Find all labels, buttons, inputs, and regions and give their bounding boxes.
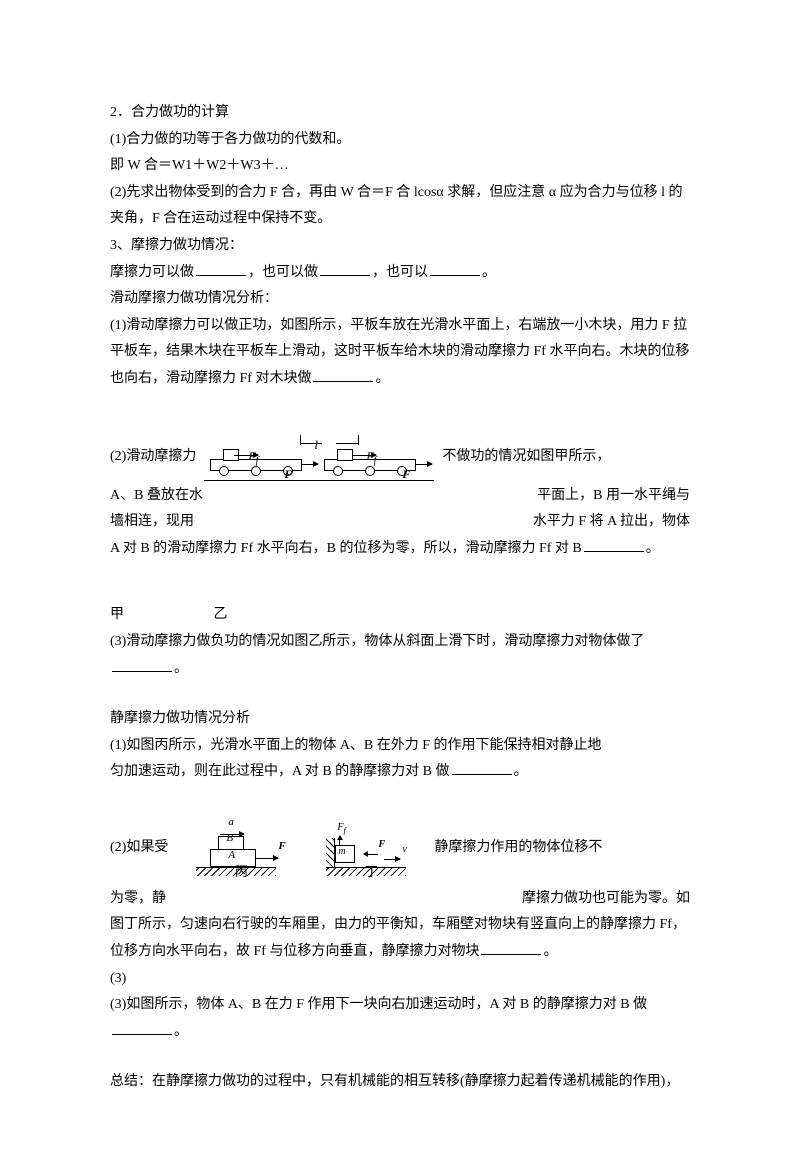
text: (1)滑动摩擦力可以做正功，如图所示，平板车放在光滑水平面上，右端放一小木块，用… (110, 318, 689, 386)
block-icon (337, 449, 353, 461)
static2-row2: 为零，静 摩擦力做功也可能为零。如 (110, 886, 690, 913)
text: A、B 叠放在水 (110, 483, 203, 510)
slide-title: 滑动摩擦力做功情况分析： (110, 286, 690, 313)
v-label: v (402, 840, 406, 859)
figure-cart: l Ff Ff F F (204, 433, 434, 483)
text: 水平力 F 将 A 拉出，物体 (533, 509, 690, 536)
text: (3)滑动摩擦力做负功的情况如图乙所示，物体从斜面上滑下时，滑动摩擦力对物体做了 (110, 634, 644, 649)
ff-label: Ff (248, 445, 258, 470)
text: ，也可以 (372, 265, 428, 280)
text: 摩擦力可以做 (110, 265, 194, 280)
text: (2)滑动摩擦力 (110, 444, 196, 471)
slide2-row2: A、B 叠放在水 平面上，B 用一水平绳与 (110, 483, 690, 510)
summary: 总结：在静摩擦力做功的过程中，只有机械能的相互转移(静摩擦力起着传递机械能的作用… (110, 1069, 690, 1096)
static-1-l2: 匀加速运动，则在此过程中，A 对 B 的静摩擦力对 B 做 。 (110, 759, 690, 786)
fig-bing: a B A F 丙 (186, 824, 296, 879)
text: 不做功的情况如图甲所示， (442, 444, 610, 471)
h2-line3: (2)先求出物体受到的合力 F 合，再由 W 合＝F 合 lcosα 求解，但应… (110, 180, 690, 233)
static2-row3: 图丁所示，匀速向右行驶的车厢里，由力的平衡知，车厢壁对物块有竖直向上的静摩擦力 … (110, 912, 690, 965)
static-1-l1: (1)如图丙所示，光滑水平面上的物体 A、B 在外力 F 的作用下能保持相对静止… (110, 733, 690, 760)
friction-can-line: 摩擦力可以做 ，也可以做 ，也可以 。 (110, 260, 690, 287)
spacer (110, 682, 690, 706)
text: A 对 B 的滑动摩擦力 Ff 水平向右，B 的位移为零，所以，滑动摩擦力 Ff… (110, 541, 582, 556)
h2-line2: 即 W 合＝W1＋W2＋W3＋… (110, 153, 690, 180)
ff-label: Ff (337, 818, 345, 839)
m-label: m (338, 842, 345, 861)
text: 。 (482, 265, 496, 280)
fig-ding: Ff m F v 丁 (316, 824, 426, 879)
text: 为零，静 (110, 886, 166, 913)
spacer (110, 1045, 690, 1069)
blank (430, 261, 480, 276)
static-3-num: (3) (110, 966, 690, 993)
f-label: F (278, 836, 285, 857)
arrow-icon (364, 854, 378, 855)
slide-1: (1)滑动摩擦力可以做正功，如图所示，平板车放在光滑水平面上，右端放一小木块，用… (110, 313, 690, 393)
f-label: F (284, 463, 292, 486)
text: 图丁所示，匀速向右行驶的车厢里，由力的平衡知，车厢壁对物块有竖直向上的静摩擦力 … (110, 917, 686, 959)
slide-3-blank: 。 (110, 656, 690, 683)
h2-line1: (1)合力做的功等于各力做功的代数和。 (110, 127, 690, 154)
slide2-row3: 墙相连，现用 水平力 F 将 A 拉出，物体 (110, 509, 690, 536)
blank (481, 940, 541, 955)
blank (196, 261, 246, 276)
text: 。 (174, 661, 188, 676)
f-label: F (378, 835, 385, 854)
figure-bing-ding: a B A F 丙 Ff m F (176, 810, 426, 886)
page: 2．合力做功的计算 (1)合力做的功等于各力做功的代数和。 即 W 合＝W1＋W… (0, 0, 800, 1156)
static-3: (3)如图所示，物体 A、B 在力 F 作用下一块向右加速运动时，A 对 B 的… (110, 992, 690, 1019)
text: 。 (174, 1024, 188, 1039)
static-title: 静摩擦力做功情况分析 (110, 706, 690, 733)
text: 。 (543, 944, 557, 959)
caption-bing: 丙 (186, 860, 296, 885)
caption-jia-yi: 甲 乙 (110, 602, 690, 629)
blank (313, 367, 373, 382)
text: 墙相连，现用 (110, 509, 194, 536)
text: 。 (514, 764, 528, 779)
caption-ding: 丁 (316, 860, 426, 885)
arrow-icon (302, 464, 318, 465)
text: (3)如图所示，物体 A、B 在力 F 作用下一块向右加速运动时，A 对 B 的… (110, 997, 647, 1012)
ff-label: Ff (366, 445, 376, 470)
arrow-icon (416, 464, 432, 465)
text: 匀加速运动，则在此过程中，A 对 B 的静摩擦力对 B 做 (110, 764, 450, 779)
text: 平面上，B 用一水平绳与 (537, 483, 690, 510)
blank (112, 657, 172, 672)
arrow-icon (256, 858, 278, 859)
blank (320, 261, 370, 276)
spacer (110, 393, 690, 433)
text: 静摩擦力作用的物体位移不 (434, 835, 602, 862)
caption-jia: 甲 (110, 602, 210, 629)
blank (452, 760, 512, 775)
spacer (110, 786, 690, 810)
text: (2)如果受 (110, 835, 168, 862)
blank (112, 1020, 172, 1035)
slide2-row1: (2)滑动摩擦力 l Ff Ff F F (110, 433, 690, 483)
blank (584, 537, 644, 552)
slide2-row4: A 对 B 的滑动摩擦力 Ff 水平向右，B 的位移为零，所以，滑动摩擦力 Ff… (110, 536, 690, 563)
heading-2: 2．合力做功的计算 (110, 100, 690, 127)
text: 摩擦力做功也可能为零。如 (522, 886, 690, 913)
static-3-blank: 。 (110, 1019, 690, 1046)
heading-3: 3、摩擦力做功情况： (110, 233, 690, 260)
static2-row1: (2)如果受 a B A F 丙 Ff (110, 810, 690, 886)
spacer (110, 562, 690, 602)
slide-3: (3)滑动摩擦力做负功的情况如图乙所示，物体从斜面上滑下时，滑动摩擦力对物体做了 (110, 629, 690, 656)
f-label: F (402, 463, 410, 486)
ground-line (204, 480, 434, 481)
text: 。 (646, 541, 660, 556)
caption-yi: 乙 (214, 602, 228, 629)
text: 。 (375, 371, 389, 386)
text: ，也可以做 (248, 265, 318, 280)
